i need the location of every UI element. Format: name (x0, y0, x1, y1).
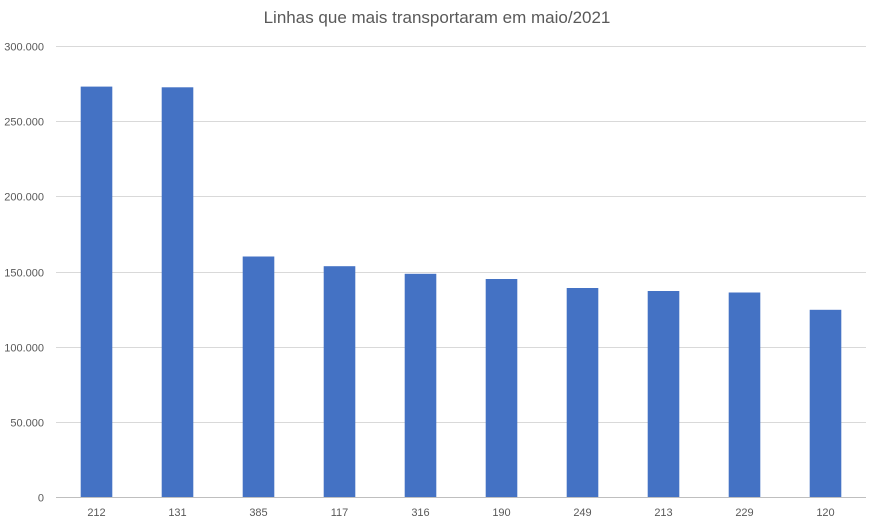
x-tick-label: 117 (331, 507, 349, 519)
bar-316 (404, 273, 437, 497)
bar-249 (566, 288, 599, 497)
x-tick-label: 316 (411, 507, 429, 519)
bar-190 (485, 279, 518, 497)
bar-212 (80, 86, 113, 497)
y-tick-label: 250.000 (4, 117, 44, 129)
y-tick-label: 200.000 (4, 192, 44, 204)
x-axis-tick-labels: 212 131 385 117 316 190 249 213 229 120 (87, 507, 834, 519)
y-tick-label: 0 (38, 493, 44, 505)
y-tick-label: 150.000 (4, 268, 44, 280)
y-tick-label: 50.000 (10, 418, 44, 430)
x-tick-label: 249 (573, 507, 591, 519)
x-tick-label: 131 (168, 507, 186, 519)
bar-385 (242, 256, 275, 497)
bar-229 (728, 292, 761, 497)
x-tick-label: 213 (654, 507, 672, 519)
bar-117 (323, 266, 356, 497)
x-tick-label: 212 (87, 507, 105, 519)
y-axis-tick-labels: 0 50.000 100.000 150.000 200.000 250.000 300.0… (4, 42, 44, 505)
x-tick-label: 385 (249, 507, 267, 519)
bar-120 (809, 309, 842, 497)
bar-213 (647, 291, 680, 497)
y-tick-label: 100.000 (4, 343, 44, 355)
x-tick-label: 190 (492, 507, 510, 519)
x-tick-label: 229 (735, 507, 753, 519)
bars (80, 86, 842, 498)
y-tick-label: 300.000 (4, 42, 44, 54)
bar-131 (161, 87, 194, 498)
chart-title: Linhas que mais transportaram em maio/20… (263, 8, 611, 27)
x-tick-label: 120 (816, 507, 834, 519)
